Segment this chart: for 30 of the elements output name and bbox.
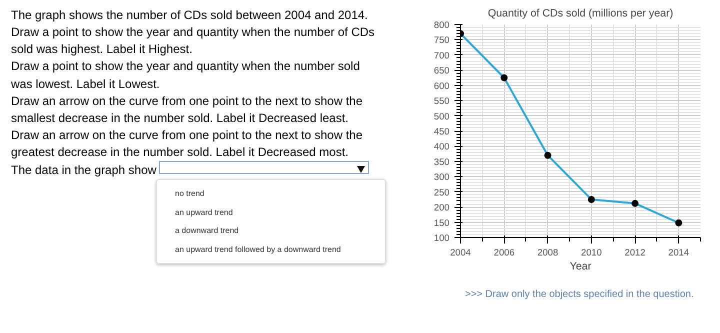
- y-tick-label: 650: [434, 66, 450, 76]
- y-tick-label: 150: [434, 218, 450, 228]
- y-tick-label: 800: [434, 20, 450, 30]
- x-tick-label: 2012: [624, 248, 646, 258]
- y-tick-label: 600: [434, 80, 450, 91]
- x-tick-label: 2014: [668, 248, 690, 258]
- y-tick-label: 550: [434, 96, 450, 106]
- x-axis-title: Year: [570, 260, 592, 272]
- y-tick-label: 200: [434, 202, 450, 213]
- y-tick-label: 750: [434, 35, 450, 46]
- x-tick-label: 2008: [537, 248, 558, 258]
- text: Draw a point to show the year and quantity when the number sold was lowest. Label it Lowest.: [11, 58, 361, 93]
- y-tick-label: 100: [434, 233, 450, 243]
- text: Draw an arrow on the curve from one point to the next to show the greatest decrease in the number sold. Label it Decreased most.: [11, 126, 364, 162]
- y-tick-label: 250: [434, 187, 450, 198]
- y-tick-label: 400: [434, 142, 450, 152]
- y-tick-label: 350: [434, 156, 450, 167]
- y-tick-label: 500: [434, 111, 450, 122]
- text: The graph shows the number of CDs sold between 2004 and 2014.: [11, 7, 369, 24]
- y-tick-label: 700: [434, 50, 450, 60]
- text: Draw an arrow on the curve from one point to the next to show the smallest decrease in the number sold. Label it Decreased least.: [11, 92, 364, 127]
- x-tick-label: 2006: [494, 248, 515, 258]
- chart-title: Quantity of CDs sold (millions per year): [488, 8, 674, 20]
- text: >>> Draw only the objects specified in the question.: [465, 288, 694, 302]
- text: The data in the graph show: [11, 163, 156, 178]
- x-tick-label: 2004: [450, 248, 471, 258]
- x-tick-label: 2010: [581, 248, 602, 258]
- y-tick-label: 450: [434, 126, 450, 136]
- y-tick-label: 300: [434, 172, 450, 182]
- text: Draw a point to show the year and quantity when the number of CDs sold was highest. Label it Highest.: [11, 24, 376, 58]
